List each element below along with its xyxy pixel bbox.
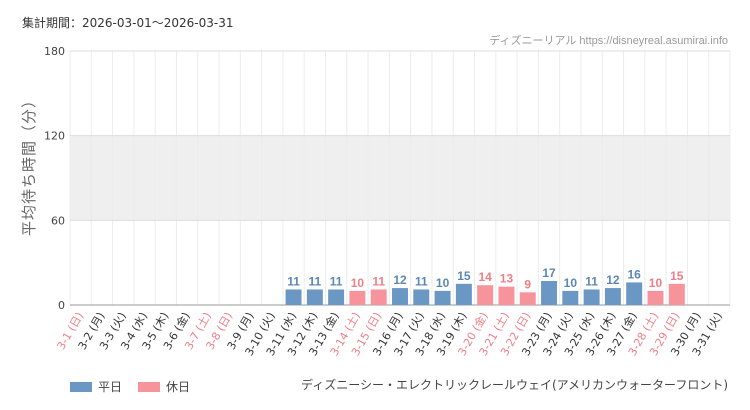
bar (498, 286, 515, 305)
attraction-name: ディズニーシー・エレクトリックレールウェイ(アメリカンウォーターフロント) (301, 378, 728, 392)
bar (626, 282, 643, 305)
bar (328, 289, 345, 305)
bar (583, 289, 600, 305)
data-label: 10 (351, 276, 365, 290)
bar (392, 288, 408, 305)
legend-item-weekday: 平日 (70, 378, 122, 395)
data-label: 16 (628, 267, 642, 281)
data-label: 13 (500, 272, 514, 286)
legend-item-holiday: 休日 (138, 378, 190, 395)
bar (519, 292, 536, 305)
data-label: 11 (287, 274, 300, 288)
legend-label-weekday: 平日 (98, 380, 123, 394)
period-label: 集計期間：2026-03-01〜2026-03-31 (22, 16, 234, 30)
y-tick-label: 0 (58, 299, 65, 312)
bar (285, 289, 302, 305)
bar (647, 290, 664, 305)
data-label: 11 (330, 274, 343, 288)
data-label: 11 (308, 274, 321, 288)
data-label: 14 (478, 270, 492, 284)
data-label: 10 (649, 276, 663, 290)
source-label: ディズニーリアル https://disneyreal.asumirai.inf… (489, 35, 728, 47)
y-tick-label: 180 (44, 45, 65, 58)
bar (541, 281, 558, 305)
bar (349, 290, 366, 305)
data-label: 12 (393, 273, 407, 287)
data-label: 11 (372, 274, 385, 288)
data-label: 17 (542, 266, 556, 280)
bar (413, 289, 430, 305)
data-label: 15 (457, 269, 471, 283)
data-label: 12 (606, 273, 620, 287)
data-label: 10 (436, 276, 450, 290)
bar (370, 289, 387, 305)
bar (455, 283, 472, 305)
data-label: 10 (564, 276, 578, 290)
y-tick-label: 120 (44, 130, 65, 143)
bar (477, 285, 494, 305)
legend: 平日 休日 (70, 378, 206, 395)
grid-band (70, 135, 730, 221)
bar (434, 290, 451, 305)
legend-label-holiday: 休日 (166, 380, 191, 394)
bar (562, 290, 579, 305)
bar (604, 288, 621, 305)
data-label: 9 (524, 277, 531, 291)
data-label: 11 (415, 274, 428, 288)
bar (306, 289, 323, 305)
legend-swatch-weekday (70, 381, 92, 392)
bar (668, 283, 685, 305)
y-tick-label: 60 (51, 214, 65, 227)
data-label: 11 (585, 274, 598, 288)
data-label: 15 (670, 269, 684, 283)
legend-swatch-holiday (138, 381, 161, 392)
